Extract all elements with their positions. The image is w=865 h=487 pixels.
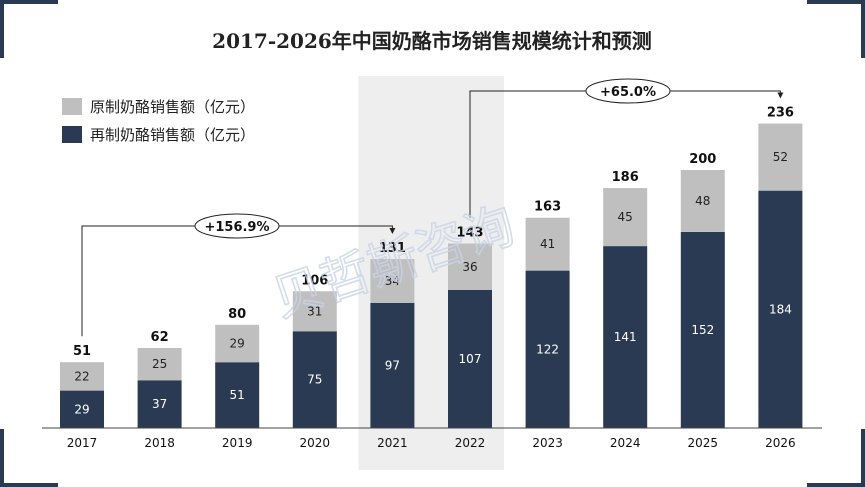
x-tick-label: 2023 [532, 436, 563, 450]
annotation-arrowhead [777, 92, 784, 99]
data-label-processed: 141 [614, 330, 637, 344]
total-label: 236 [767, 106, 794, 121]
legend-label-processed: 再制奶酪销售额（亿元） [90, 126, 255, 144]
bar-original [603, 188, 648, 247]
growth-annotations: +156.9% +65.0% [81, 78, 784, 337]
legend-swatch-original [62, 98, 82, 115]
bar-original [137, 348, 182, 381]
bar-original [370, 259, 415, 303]
legend-label-original: 原制奶酪销售额（亿元） [90, 98, 255, 116]
x-tick-label: 2018 [144, 436, 175, 450]
data-label-original: 25 [152, 357, 167, 371]
bar-processed [448, 289, 492, 428]
x-tick-label: 2019 [222, 436, 253, 450]
total-label: 186 [612, 170, 639, 185]
data-label-original: 34 [385, 274, 400, 288]
annotation-label: +156.9% [204, 220, 269, 235]
bar-processed [292, 331, 337, 428]
bar-processed [137, 380, 182, 428]
total-label: 62 [151, 330, 169, 345]
total-label: 163 [534, 200, 561, 215]
bar-processed [525, 270, 570, 428]
total-label: 143 [456, 226, 483, 241]
total-label: 131 [379, 241, 406, 256]
bar-processed [370, 302, 415, 428]
data-label-processed: 51 [230, 388, 245, 402]
x-tick-label: 2026 [765, 436, 796, 450]
bar-original [758, 123, 803, 191]
bar-original [525, 217, 570, 271]
bar-processed [680, 231, 725, 428]
bar-original [680, 170, 725, 232]
x-tick-label: 2022 [455, 436, 486, 450]
data-label-original: 52 [773, 150, 788, 164]
x-axis-ticks: 2017 2018 2019 2020 2021 2022 2023 2024 2025 2026 [67, 436, 796, 450]
data-label-original: 31 [307, 304, 322, 318]
bar-original [292, 291, 337, 332]
data-label-processed: 107 [459, 352, 482, 366]
x-tick-label: 2021 [377, 436, 408, 450]
x-tick-label: 2020 [300, 436, 331, 450]
bar-processed [758, 190, 803, 428]
data-label-processed: 184 [769, 302, 792, 316]
bar-processed [603, 246, 648, 428]
data-label-original: 45 [618, 210, 633, 224]
bar-original [448, 243, 492, 290]
x-tick-label: 2025 [688, 436, 719, 450]
total-label: 80 [228, 307, 246, 322]
data-label-original: 36 [462, 260, 477, 274]
x-tick-label: 2017 [67, 436, 98, 450]
annotation-bubble [585, 78, 671, 104]
data-label-original: 41 [540, 237, 555, 251]
data-label-processed: 152 [691, 323, 714, 337]
bar-processed [60, 390, 104, 428]
bar-original [60, 362, 104, 391]
data-label-processed: 75 [307, 373, 322, 387]
annotation-bubble [194, 213, 280, 239]
data-label-processed: 97 [385, 358, 400, 372]
bar-original [215, 324, 260, 363]
legend-swatch-processed [62, 126, 82, 143]
data-label-original: 22 [74, 369, 89, 383]
annotation-arrowhead [389, 228, 396, 235]
x-tick-label: 2024 [610, 436, 641, 450]
annotation-label: +65.0% [600, 85, 656, 100]
total-label: 106 [301, 273, 328, 288]
total-label: 200 [689, 152, 716, 167]
data-label-original: 29 [230, 337, 245, 351]
total-label: 51 [73, 344, 91, 359]
data-label-original: 48 [695, 194, 710, 208]
data-label-processed: 29 [74, 402, 89, 416]
bar-processed [215, 362, 260, 428]
chart-title: 2017-2026年中国奶酪市场销售规模统计和预测 [212, 29, 652, 53]
legend: 原制奶酪销售额（亿元） 再制奶酪销售额（亿元） [62, 98, 255, 144]
data-label-processed: 37 [152, 397, 167, 411]
bars: 29 22 51 37 25 62 51 29 80 75 31 106 97 34 131 107 36 143… [60, 106, 803, 428]
data-label-processed: 122 [536, 342, 559, 356]
